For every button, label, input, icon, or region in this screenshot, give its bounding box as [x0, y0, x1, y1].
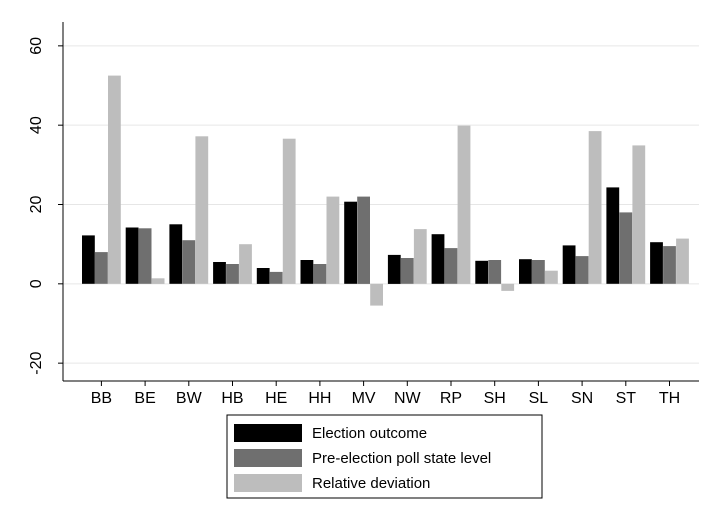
bar [431, 234, 445, 284]
bar [213, 262, 226, 284]
bar [562, 245, 576, 284]
bar [269, 271, 283, 284]
bar [169, 224, 183, 284]
bar [182, 240, 196, 284]
y-axis-ticks: 60 40 20 0 -20 [28, 37, 63, 375]
bar [676, 238, 689, 284]
bar [300, 260, 314, 284]
axes [62, 22, 699, 382]
bar [387, 254, 401, 284]
y-tick-label: 20 [28, 196, 45, 214]
bar [313, 264, 327, 284]
bar [138, 228, 152, 284]
x-tick-label: BW [176, 390, 203, 407]
bar [344, 201, 357, 284]
x-tick-label: ST [616, 390, 637, 407]
y-tick-label: 0 [28, 279, 45, 288]
x-axis-ticks: BB BE BW HB HE HH MV NW RP SH SL SN ST TH [91, 381, 680, 407]
bar [444, 248, 458, 284]
bar [519, 259, 532, 284]
legend-swatch [234, 474, 302, 492]
bar [619, 212, 633, 284]
legend-label: Relative deviation [312, 475, 430, 492]
x-tick-label: SN [571, 390, 593, 407]
bar [488, 260, 502, 284]
bar [95, 252, 108, 284]
x-tick-label: SL [529, 390, 549, 407]
bar [151, 278, 165, 284]
bar [400, 258, 414, 284]
bar [226, 264, 239, 284]
bar [125, 227, 139, 284]
bar [195, 136, 209, 284]
bar [413, 229, 427, 284]
x-tick-label: HE [265, 390, 287, 407]
bar [282, 138, 296, 284]
x-tick-label: HB [221, 390, 243, 407]
x-tick-label: NW [394, 390, 422, 407]
bar [532, 260, 545, 284]
bar [370, 283, 383, 306]
legend-label: Pre-election poll state level [312, 450, 491, 467]
bar [650, 242, 663, 284]
bar [575, 256, 589, 284]
bar [501, 283, 515, 291]
bar [239, 244, 252, 284]
bar [108, 75, 121, 284]
y-tick-label: -20 [28, 351, 45, 374]
bar [606, 187, 620, 284]
x-tick-label: MV [352, 390, 376, 407]
y-tick-label: 60 [28, 37, 45, 55]
x-tick-label: TH [659, 390, 680, 407]
x-tick-label: BE [134, 390, 155, 407]
bar [475, 260, 489, 284]
bar [256, 268, 270, 284]
legend-label: Election outcome [312, 425, 427, 442]
bar [545, 270, 558, 284]
legend: Election outcome Pre-election poll state … [226, 414, 543, 499]
bars [82, 75, 689, 306]
x-tick-label: BB [91, 390, 112, 407]
bar [457, 125, 471, 284]
bar [663, 246, 676, 284]
bar [632, 145, 646, 284]
x-tick-label: HH [308, 390, 331, 407]
legend-swatch [234, 424, 302, 442]
x-tick-label: RP [440, 390, 462, 407]
y-tick-label: 40 [28, 116, 45, 134]
bar [588, 131, 602, 284]
bar [82, 235, 95, 284]
x-tick-label: SH [484, 390, 506, 407]
bar [326, 196, 340, 284]
bar [357, 196, 370, 284]
legend-swatch [234, 449, 302, 467]
